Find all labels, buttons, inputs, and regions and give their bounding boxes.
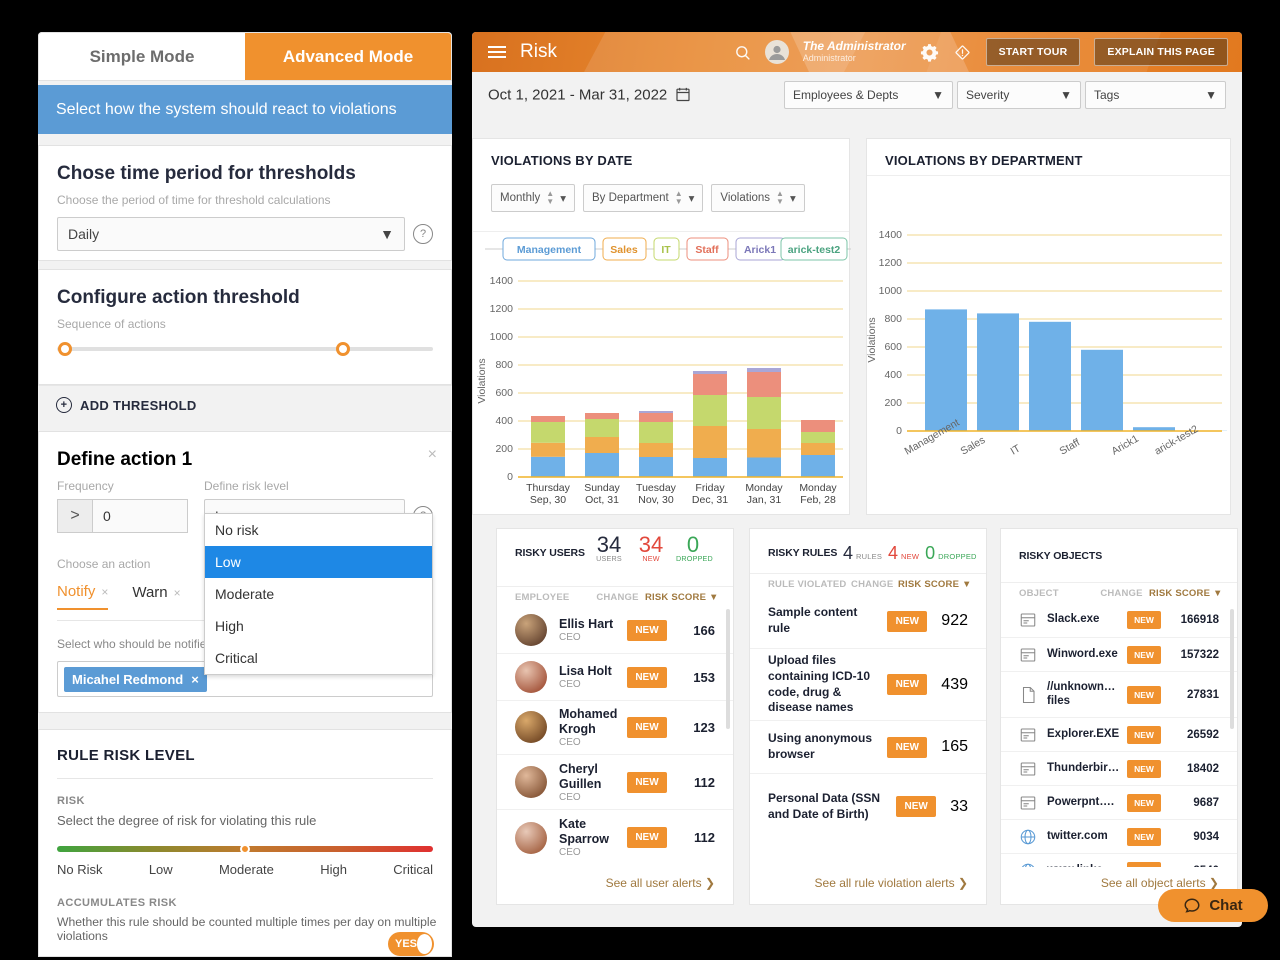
svg-text:Thursday: Thursday: [526, 482, 571, 494]
svg-text:1200: 1200: [879, 257, 903, 269]
svg-text:arick-test2: arick-test2: [788, 244, 841, 256]
svg-text:1000: 1000: [879, 285, 903, 297]
svg-text:Monday: Monday: [799, 482, 837, 494]
svg-text:Staff: Staff: [1058, 436, 1083, 457]
svg-text:400: 400: [495, 415, 513, 427]
svg-text:Violations: Violations: [867, 317, 878, 362]
svg-text:Violations: Violations: [476, 358, 488, 403]
svg-text:200: 200: [495, 443, 513, 455]
svg-text:Staff: Staff: [695, 244, 719, 256]
svg-text:800: 800: [495, 359, 513, 371]
svg-text:Friday: Friday: [695, 482, 725, 494]
svg-text:Sep, 30: Sep, 30: [530, 494, 566, 506]
svg-text:Feb, 28: Feb, 28: [800, 494, 836, 506]
svg-text:IT: IT: [661, 244, 671, 256]
svg-text:1200: 1200: [490, 303, 514, 315]
svg-text:1400: 1400: [490, 275, 514, 287]
svg-text:Jan, 31: Jan, 31: [747, 494, 782, 506]
svg-text:400: 400: [884, 369, 902, 381]
svg-text:IT: IT: [1009, 442, 1024, 457]
svg-text:1000: 1000: [490, 331, 514, 343]
svg-text:200: 200: [884, 397, 902, 409]
svg-text:Sunday: Sunday: [584, 482, 620, 494]
svg-text:Nov, 30: Nov, 30: [638, 494, 674, 506]
svg-text:0: 0: [507, 471, 513, 483]
svg-text:Dec, 31: Dec, 31: [692, 494, 728, 506]
svg-text:Oct, 31: Oct, 31: [585, 494, 619, 506]
svg-text:600: 600: [884, 341, 902, 353]
svg-text:Management: Management: [517, 244, 582, 256]
svg-text:600: 600: [495, 387, 513, 399]
svg-text:Sales: Sales: [610, 244, 638, 256]
svg-text:800: 800: [884, 313, 902, 325]
svg-text:0: 0: [896, 425, 902, 437]
svg-text:Arick1: Arick1: [744, 244, 776, 256]
svg-text:Sales: Sales: [959, 434, 988, 458]
svg-text:Arick1: Arick1: [1110, 433, 1141, 458]
svg-text:1400: 1400: [879, 229, 903, 241]
svg-text:Tuesday: Tuesday: [636, 482, 677, 494]
svg-text:Monday: Monday: [745, 482, 783, 494]
